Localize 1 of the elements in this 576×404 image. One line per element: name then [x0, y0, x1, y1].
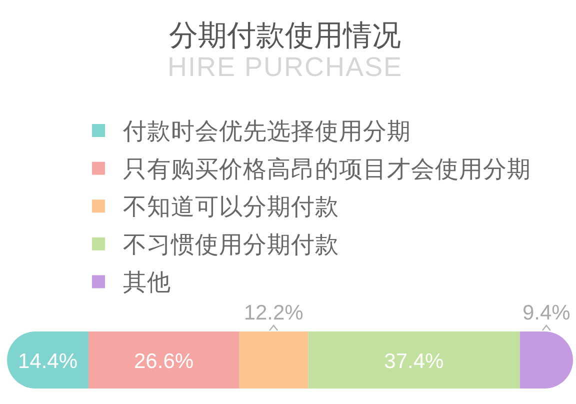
title: 分期付款使用情况	[169, 20, 401, 52]
